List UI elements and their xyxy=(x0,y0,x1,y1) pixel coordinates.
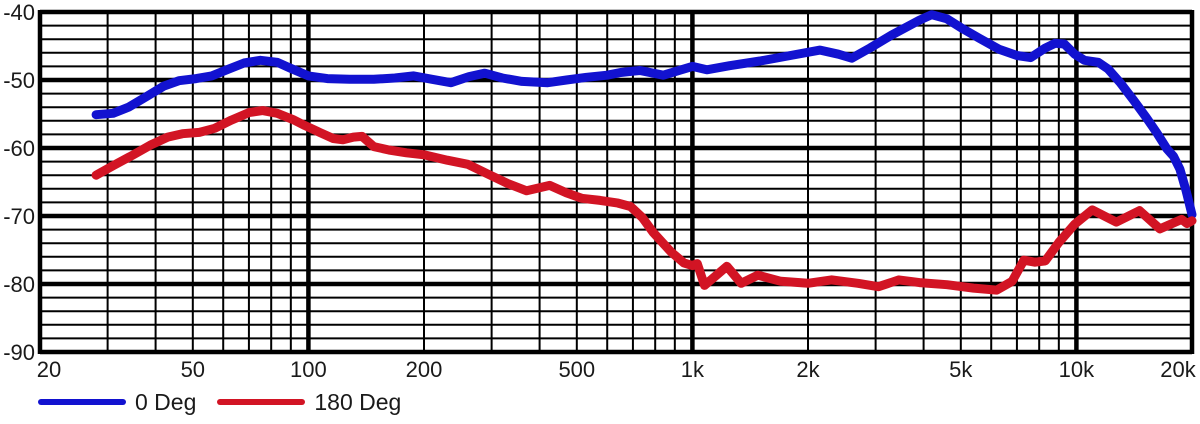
x-tick-label: 50 xyxy=(181,357,205,382)
y-tick-label: -50 xyxy=(3,68,35,93)
x-tick-label: 200 xyxy=(406,357,443,382)
x-tick-label: 20 xyxy=(37,357,61,382)
legend-item-180-deg: 180 Deg xyxy=(217,389,401,416)
legend-swatch-180-deg-line xyxy=(217,399,306,405)
x-tick-label: 10k xyxy=(1059,357,1095,382)
y-tick-label: -40 xyxy=(3,0,35,25)
legend-item-0-deg: 0 Deg xyxy=(38,389,196,416)
legend-swatch-0-deg-line xyxy=(38,399,126,405)
x-tick-label: 500 xyxy=(558,357,595,382)
series-curve-0-deg xyxy=(91,10,1197,220)
x-tick-label: 5k xyxy=(949,357,973,382)
x-tick-label: 2k xyxy=(796,357,820,382)
x-tick-label: 100 xyxy=(290,357,327,382)
chart-legend: 0 Deg 180 Deg xyxy=(38,387,401,417)
series-curve-180-deg xyxy=(91,106,1197,295)
y-tick-label: -70 xyxy=(3,204,35,229)
x-tick-label: 20k xyxy=(1160,357,1196,382)
x-tick-label: 1k xyxy=(681,357,705,382)
legend-label-0-deg: 0 Deg xyxy=(135,388,197,415)
legend-label-180-deg: 180 Deg xyxy=(314,388,402,415)
y-tick-label: -60 xyxy=(3,136,35,161)
y-tick-label: -80 xyxy=(3,272,35,297)
y-tick-label: -90 xyxy=(3,340,35,365)
